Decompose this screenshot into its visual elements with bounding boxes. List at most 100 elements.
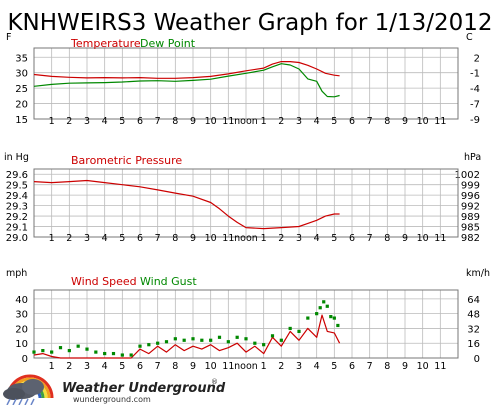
x-tick-label: 8 [384, 233, 390, 244]
left-unit-label: mph [6, 268, 27, 279]
wind-gust-point [76, 344, 80, 348]
logo-cloud-base [3, 388, 25, 400]
wind-gust-point [103, 351, 107, 356]
barometric-pressure-line [33, 179, 340, 230]
wind-gust-point [156, 341, 160, 345]
logo-registered-mark: ® [211, 378, 218, 386]
x-tick-label: 2 [278, 361, 284, 372]
x-tick-label: 5 [119, 361, 125, 372]
x-tick-label: 2 [278, 233, 284, 244]
wind-gust-point [288, 326, 292, 331]
x-tick-label: 4 [314, 361, 320, 372]
wind-gust-point [226, 340, 230, 344]
wind-gust-point [209, 338, 213, 342]
x-tick-label: 8 [384, 361, 390, 372]
logo-wordmark: Weather Underground [62, 381, 226, 396]
logo-rain-drop [12, 398, 17, 405]
wind-gust-point [173, 337, 177, 341]
logo-rain-drop [24, 398, 29, 405]
y-tick-left: 29.4 [6, 191, 28, 202]
y-tick-right: -7 [470, 100, 480, 111]
x-tick-label: 9 [190, 361, 196, 372]
legend-dew-point: Dew Point [140, 37, 196, 50]
wind-gust-point [147, 343, 151, 347]
x-tick-label: 3 [296, 233, 302, 244]
wind-gust-point [67, 349, 71, 353]
wind-gust-point [329, 315, 333, 319]
x-tick-label: 7 [367, 233, 373, 244]
x-tick-label: 1 [49, 233, 55, 244]
x-tick-label: 10 [205, 116, 217, 127]
wind-gust-point [50, 350, 54, 354]
wind-gust-point [325, 304, 329, 308]
x-tick-label: 3 [296, 361, 302, 372]
x-tick-label: 10 [417, 233, 429, 244]
x-tick-label: 6 [137, 361, 143, 372]
x-tick-label: 11 [222, 116, 234, 127]
y-tick-right: 64 [467, 295, 480, 306]
wind-gust-point [164, 340, 169, 344]
x-tick-label: 10 [417, 361, 429, 372]
left-unit-label: F [6, 32, 11, 43]
x-tick-label: 4 [102, 233, 108, 244]
x-tick-label: 11 [434, 116, 446, 127]
weather-underground-logo: Weather Underground® wunderground.com [3, 374, 226, 405]
left-unit-label: in Hg [4, 152, 29, 163]
x-tick-label: 4 [314, 116, 320, 127]
wind-gust-point [315, 312, 319, 316]
x-tick-label: 5 [331, 116, 337, 127]
x-tick-label: 9 [402, 361, 408, 372]
x-tick-label: 1 [261, 233, 267, 244]
x-tick-label: noon [234, 233, 258, 244]
y-tick-left: 0 [22, 354, 28, 365]
x-tick-label: 7 [155, 116, 161, 127]
wind-gust-point [58, 346, 63, 350]
legend-temperature: Temperature [70, 37, 141, 50]
x-tick-label: 3 [84, 116, 90, 127]
y-tick-right: -4 [470, 84, 480, 95]
x-tick-label: 8 [172, 116, 178, 127]
x-tick-label: 8 [384, 116, 390, 127]
wind-gust-point [270, 334, 275, 338]
y-tick-left: 20 [15, 100, 28, 111]
y-tick-left: 30 [15, 310, 28, 321]
wind-gust-point [306, 316, 310, 320]
wind-gust-point [41, 349, 45, 353]
y-tick-right: 985 [461, 223, 480, 234]
right-unit-label: C [466, 32, 473, 43]
x-tick-label: 1 [261, 116, 267, 127]
x-tick-label: 10 [417, 116, 429, 127]
y-tick-left: 35 [15, 53, 28, 64]
right-unit-label: km/h [466, 268, 490, 279]
y-tick-left: 29.0 [6, 233, 28, 244]
x-tick-label: 6 [137, 233, 143, 244]
temperature-line [33, 60, 340, 79]
x-tick-label: 1 [49, 361, 55, 372]
x-tick-label: 11 [434, 233, 446, 244]
wind-gust-point [217, 335, 222, 339]
x-tick-label: 5 [331, 361, 337, 372]
wind-gust-point [191, 337, 195, 341]
x-tick-label: 1 [261, 361, 267, 372]
wind-gust-point [94, 350, 98, 354]
x-tick-label: 7 [367, 116, 373, 127]
x-tick-label: noon [234, 116, 258, 127]
x-tick-label: 10 [205, 361, 217, 372]
chart-title: KNHWEIRS3 Weather Graph for 1/13/2012 [7, 10, 492, 36]
right-unit-label: hPa [464, 152, 481, 163]
x-tick-label: 5 [331, 233, 337, 244]
x-tick-label: 11 [222, 233, 234, 244]
x-tick-label: 2 [66, 233, 72, 244]
x-tick-label: 7 [155, 233, 161, 244]
x-tick-label: 9 [402, 233, 408, 244]
y-tick-left: 10 [15, 339, 28, 350]
x-tick-label: 2 [66, 361, 72, 372]
wind-gust-point [336, 323, 340, 328]
wind-gust-point [332, 316, 336, 320]
y-tick-left: 25 [15, 84, 28, 95]
wind-gust-point [253, 341, 257, 345]
x-tick-label: 4 [102, 361, 108, 372]
